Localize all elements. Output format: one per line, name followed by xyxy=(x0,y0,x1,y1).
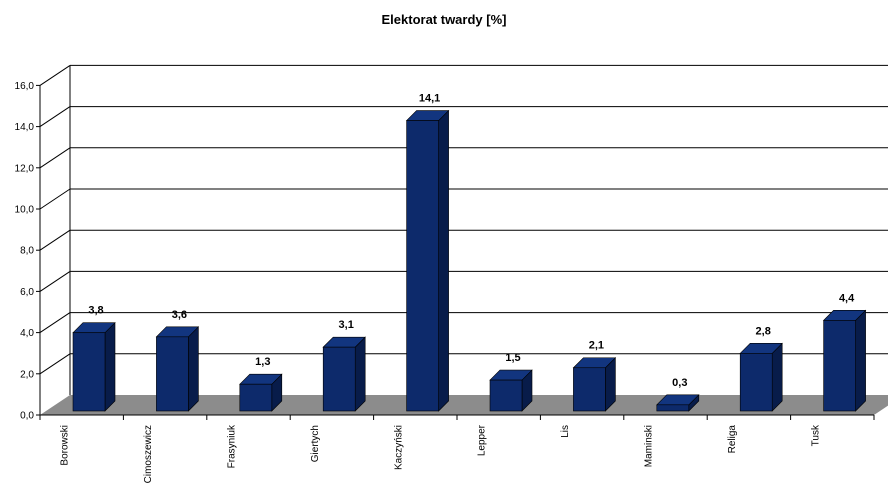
y-tick-label: 16,0 xyxy=(15,81,35,92)
bar-front xyxy=(489,379,523,412)
bar-front xyxy=(739,353,773,412)
bar xyxy=(656,394,700,412)
category-label: Tusk xyxy=(810,424,821,446)
y-tick-label: 4,0 xyxy=(20,328,34,339)
bar-front xyxy=(406,120,439,412)
bar xyxy=(739,342,783,412)
data-label: 3,1 xyxy=(339,319,354,331)
gridline-connector xyxy=(39,270,71,292)
bar xyxy=(572,357,617,412)
category-label: Cimoszewicz xyxy=(143,425,154,483)
data-label: 1,3 xyxy=(255,356,270,368)
y-tick-label: 6,0 xyxy=(20,287,34,298)
category-label: Maminski xyxy=(644,425,655,467)
category-label: Religa xyxy=(727,425,738,454)
data-label: 0,3 xyxy=(672,377,687,389)
gridline-connector xyxy=(39,312,71,334)
data-label: 1,5 xyxy=(505,352,520,364)
bar-side xyxy=(354,336,366,412)
label-layer: 3,8 Borowski 3,6 Cimoszewicz 1,3 Frasyniuk 3,1… xyxy=(60,93,855,484)
axis-layer: 0,0 2,0 4,0 6,0 8,0 10,0 12,0 14,0 16,0 xyxy=(15,81,875,422)
category-label: Giertych xyxy=(310,425,321,462)
category-label: Borowski xyxy=(60,425,71,466)
gridline-connector xyxy=(39,106,71,128)
bar-front xyxy=(322,346,356,412)
bar xyxy=(405,109,450,412)
y-tick-label: 2,0 xyxy=(20,369,34,380)
bar-front xyxy=(573,367,606,412)
chart-title: Elektorat twardy [%] xyxy=(381,12,507,27)
data-label: 4,4 xyxy=(839,292,855,304)
bar xyxy=(489,369,533,412)
data-label: 14,1 xyxy=(419,93,440,105)
gridline-connector xyxy=(39,353,71,375)
data-label: 2,1 xyxy=(589,340,604,352)
bar-side xyxy=(438,109,449,412)
bar xyxy=(72,321,116,412)
y-tick-label: 12,0 xyxy=(15,163,35,174)
bar xyxy=(155,326,200,412)
gridline-connector xyxy=(39,188,71,210)
y-tick-label: 10,0 xyxy=(15,205,35,216)
bar-side xyxy=(188,326,199,412)
y-tick-label: 0,0 xyxy=(20,411,34,422)
data-label: 2,8 xyxy=(756,325,771,337)
bar-side xyxy=(855,309,866,412)
y-tick-label: 14,0 xyxy=(15,122,35,133)
y-tick-label: 8,0 xyxy=(20,246,34,257)
category-label: Lis xyxy=(560,425,571,438)
bar xyxy=(239,373,283,412)
gridline-connector xyxy=(39,64,71,86)
data-label: 3,6 xyxy=(172,309,187,321)
category-label: Lepper xyxy=(477,424,488,456)
data-label: 3,8 xyxy=(88,305,103,317)
gridline-connector xyxy=(39,229,71,251)
bar xyxy=(322,336,366,412)
category-label: Kaczyński xyxy=(393,425,404,470)
bar-front xyxy=(72,332,106,412)
bar-layer xyxy=(72,109,867,412)
bar-front xyxy=(656,404,690,412)
bar-side xyxy=(104,321,116,412)
bar-front xyxy=(823,320,856,412)
bar xyxy=(822,309,867,412)
category-label: Frasyniuk xyxy=(227,424,238,468)
bar-side xyxy=(771,342,783,412)
bar-front xyxy=(239,383,273,412)
bar-front xyxy=(156,336,189,412)
gridline-connector xyxy=(39,147,71,169)
